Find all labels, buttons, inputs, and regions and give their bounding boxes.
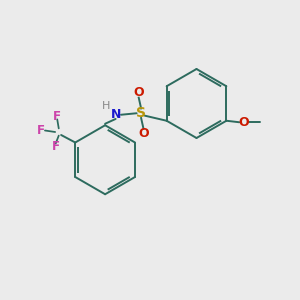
- Text: O: O: [138, 127, 149, 140]
- Text: O: O: [238, 116, 249, 129]
- Text: H: H: [102, 101, 110, 111]
- Text: F: F: [53, 110, 61, 123]
- Text: N: N: [110, 108, 121, 121]
- Text: O: O: [134, 86, 144, 99]
- Text: F: F: [52, 140, 60, 153]
- Text: S: S: [136, 106, 146, 120]
- Text: F: F: [37, 124, 45, 137]
